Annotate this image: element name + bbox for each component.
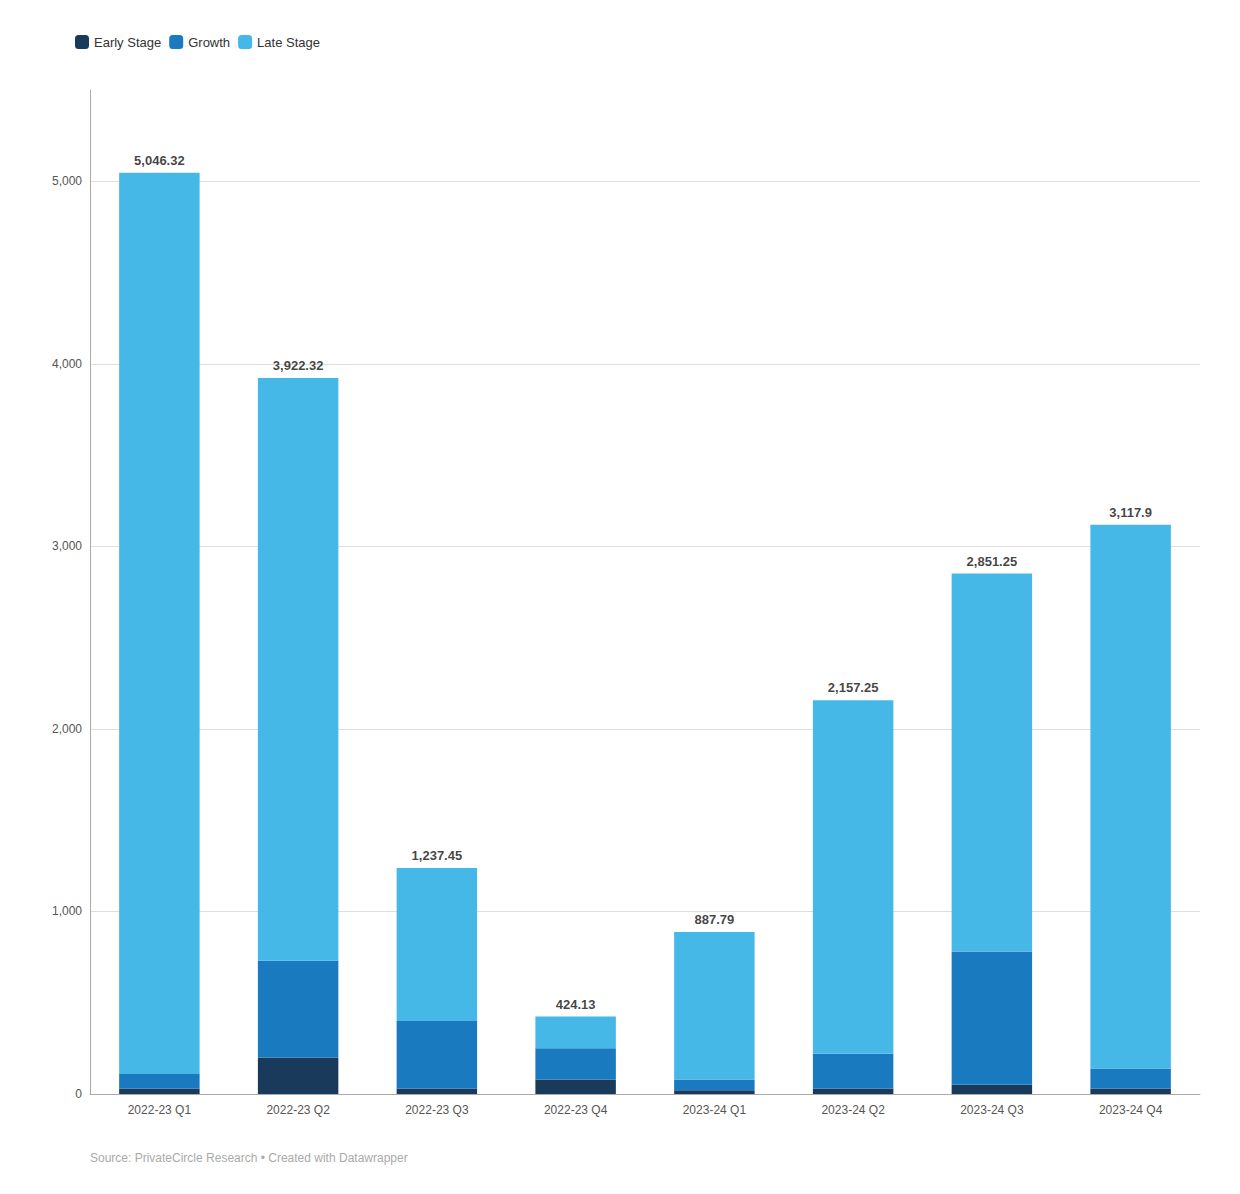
svg-text:2022-23 Q3: 2022-23 Q3 [405, 1103, 469, 1117]
svg-text:2023-24 Q4: 2023-24 Q4 [1099, 1103, 1163, 1117]
svg-text:3,117.9: 3,117.9 [1109, 505, 1152, 520]
svg-text:3,922.32: 3,922.32 [273, 358, 324, 373]
svg-text:Early Stage: Early Stage [94, 35, 161, 50]
svg-text:2022-23 Q2: 2022-23 Q2 [266, 1103, 330, 1117]
svg-text:2023-24 Q2: 2023-24 Q2 [821, 1103, 885, 1117]
svg-text:2,157.25: 2,157.25 [828, 680, 879, 695]
svg-text:887.79: 887.79 [694, 912, 734, 927]
svg-text:3,000: 3,000 [52, 539, 82, 553]
svg-text:2,000: 2,000 [52, 722, 82, 736]
svg-text:1,237.45: 1,237.45 [412, 848, 463, 863]
svg-text:5,000: 5,000 [52, 174, 82, 188]
svg-text:2022-23 Q1: 2022-23 Q1 [128, 1103, 192, 1117]
svg-text:Late Stage: Late Stage [257, 35, 320, 50]
svg-text:5,046.32: 5,046.32 [134, 153, 185, 168]
svg-text:4,000: 4,000 [52, 357, 82, 371]
svg-text:Growth: Growth [188, 35, 230, 50]
svg-text:Source: PrivateCircle Research: Source: PrivateCircle Research • Created… [90, 1151, 408, 1165]
svg-text:0: 0 [75, 1087, 82, 1101]
svg-text:1,000: 1,000 [52, 904, 82, 918]
svg-text:424.13: 424.13 [556, 997, 596, 1012]
svg-text:2023-24 Q3: 2023-24 Q3 [960, 1103, 1024, 1117]
svg-text:2023-24 Q1: 2023-24 Q1 [683, 1103, 747, 1117]
svg-text:2,851.25: 2,851.25 [967, 554, 1018, 569]
svg-text:2022-23 Q4: 2022-23 Q4 [544, 1103, 608, 1117]
